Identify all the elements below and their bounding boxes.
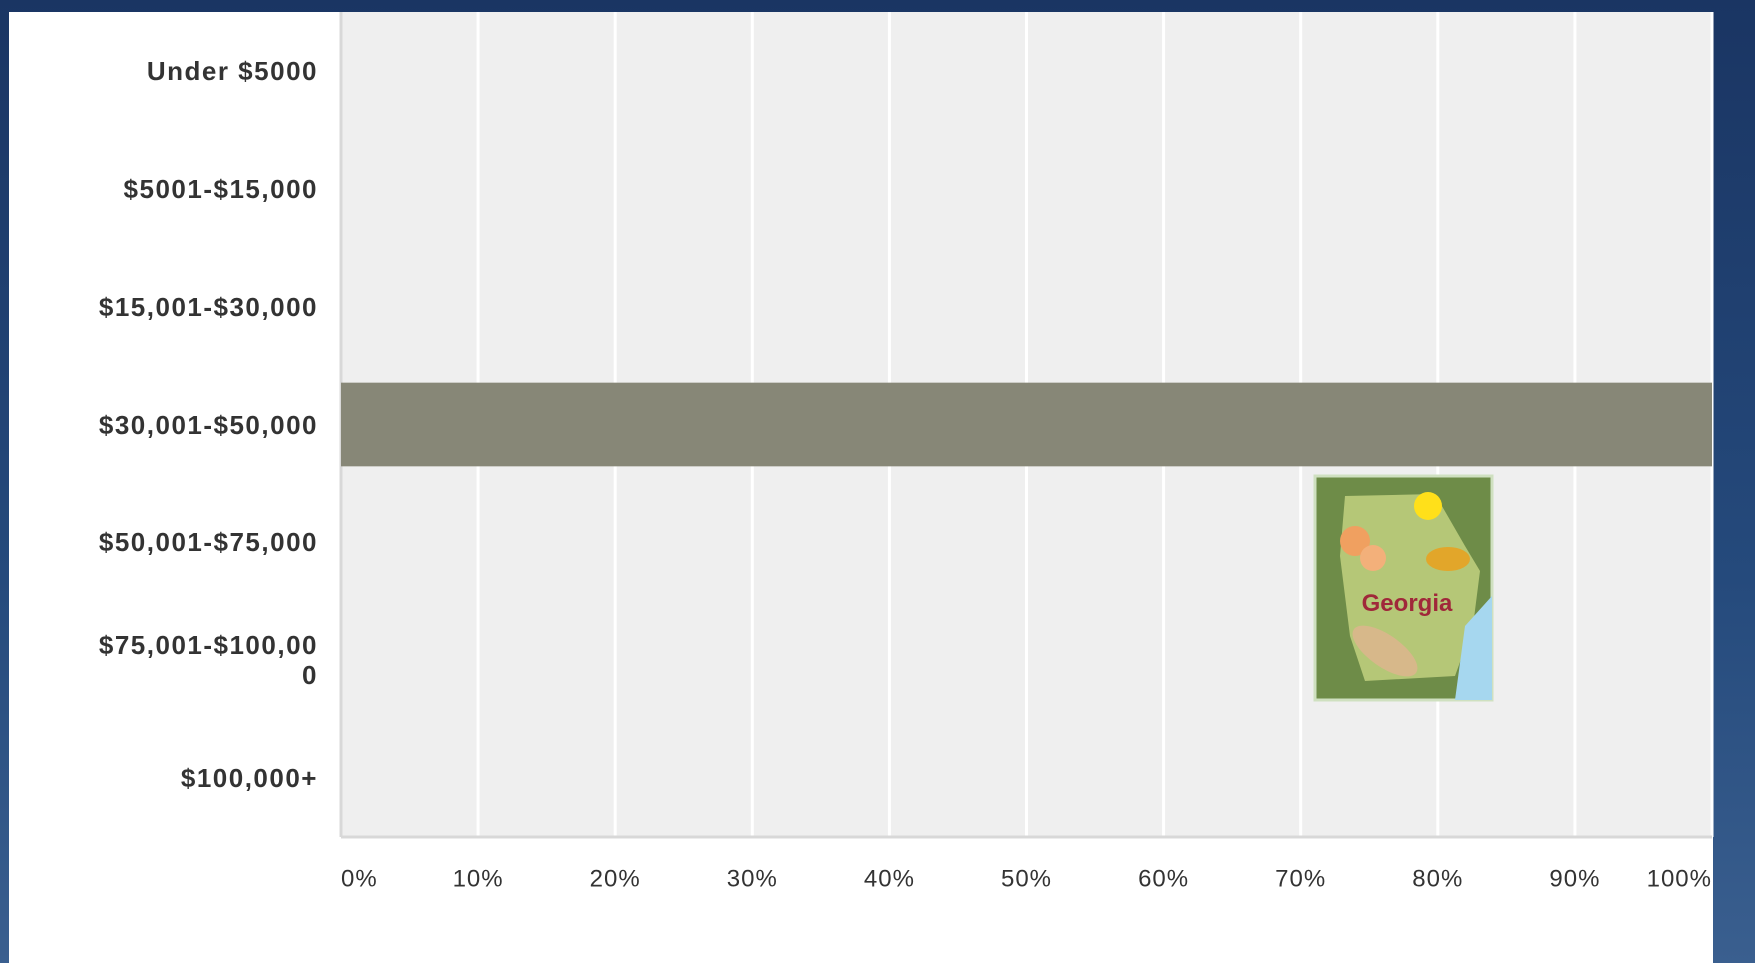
- icon-peach: [1340, 526, 1370, 556]
- x-tick-label: 40%: [864, 865, 915, 892]
- icon-bee: [1426, 547, 1470, 571]
- icon-sun: [1414, 492, 1442, 520]
- y-tick-label: $15,001-$30,000: [98, 291, 318, 322]
- icon-water: [1455, 596, 1492, 700]
- y-tick-label: $100,000+: [180, 763, 318, 794]
- y-tick-label: $30,001-$50,000: [98, 409, 318, 440]
- x-tick-label: 60%: [1138, 865, 1189, 892]
- x-tick-label: 80%: [1412, 865, 1463, 892]
- x-tick-label: 70%: [1275, 865, 1326, 892]
- y-tick-label: $50,001-$75,000: [98, 527, 318, 558]
- x-tick-label: 0%: [341, 865, 378, 892]
- x-tick-label: 30%: [727, 865, 778, 892]
- x-tick-label: 10%: [453, 865, 504, 892]
- icon-label: Georgia: [1362, 590, 1453, 617]
- x-tick-label: 100%: [1647, 865, 1712, 892]
- x-tick-label: 50%: [1001, 865, 1052, 892]
- x-tick-label: 90%: [1549, 865, 1600, 892]
- icon-peach: [1360, 545, 1386, 571]
- icon-peanut: [1352, 625, 1418, 677]
- y-tick-label: Under $5000: [146, 55, 318, 86]
- y-tick-label: $75,001-$100,000: [98, 630, 318, 691]
- georgia-icon: Georgia: [1313, 474, 1494, 702]
- bar: [341, 382, 1712, 467]
- x-tick-label: 20%: [590, 865, 641, 892]
- y-tick-label: $5001-$15,000: [123, 173, 318, 204]
